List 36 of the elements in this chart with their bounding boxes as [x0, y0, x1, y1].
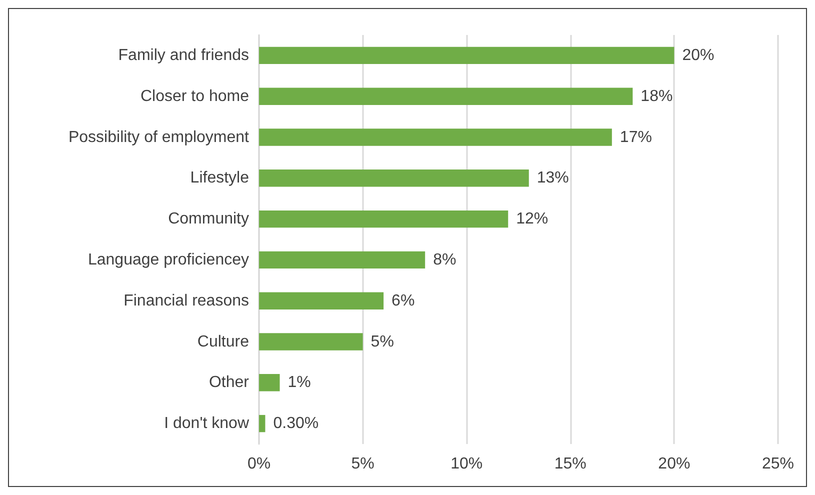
y-tick-label: Lifestyle: [190, 170, 250, 187]
bar: [259, 251, 426, 269]
x-tick-label: 0%: [247, 456, 271, 472]
bar: [259, 46, 674, 64]
data-label: 13%: [536, 170, 569, 187]
data-label: 20%: [682, 46, 714, 64]
y-tick-label: Culture: [197, 333, 250, 350]
x-tick-label: 5%: [351, 456, 374, 472]
bar: [259, 210, 508, 228]
data-label: 8%: [433, 251, 456, 268]
bar: [259, 292, 384, 310]
y-tick-label: I don't know: [164, 415, 250, 432]
data-label: 12%: [516, 210, 548, 228]
y-tick-label: Other: [208, 374, 250, 392]
y-tick-label: Family and friends: [118, 46, 249, 64]
data-label: 1%: [288, 374, 311, 392]
y-tick-label: Possibility of employment: [68, 128, 250, 146]
data-label: 0.30%: [273, 415, 319, 432]
x-tick-label: 15%: [554, 456, 586, 472]
bar: [259, 128, 612, 146]
data-label: 17%: [620, 128, 652, 146]
bar: [259, 170, 529, 187]
data-label: 6%: [392, 292, 415, 310]
bar: [259, 333, 363, 350]
y-tick-label: Closer to home: [140, 88, 250, 105]
bar: [259, 414, 266, 432]
y-tick-label: Language proficiencey: [88, 251, 249, 268]
y-tick-label: Financial reasons: [124, 292, 249, 310]
data-label: 18%: [640, 88, 673, 105]
bar: [259, 88, 633, 105]
x-tick-label: 20%: [658, 456, 690, 472]
y-tick-label: Community: [168, 210, 249, 228]
x-tick-label: 10%: [450, 456, 483, 472]
data-label: 5%: [370, 333, 394, 350]
bar: [259, 374, 280, 392]
x-tick-label: 25%: [762, 456, 794, 472]
